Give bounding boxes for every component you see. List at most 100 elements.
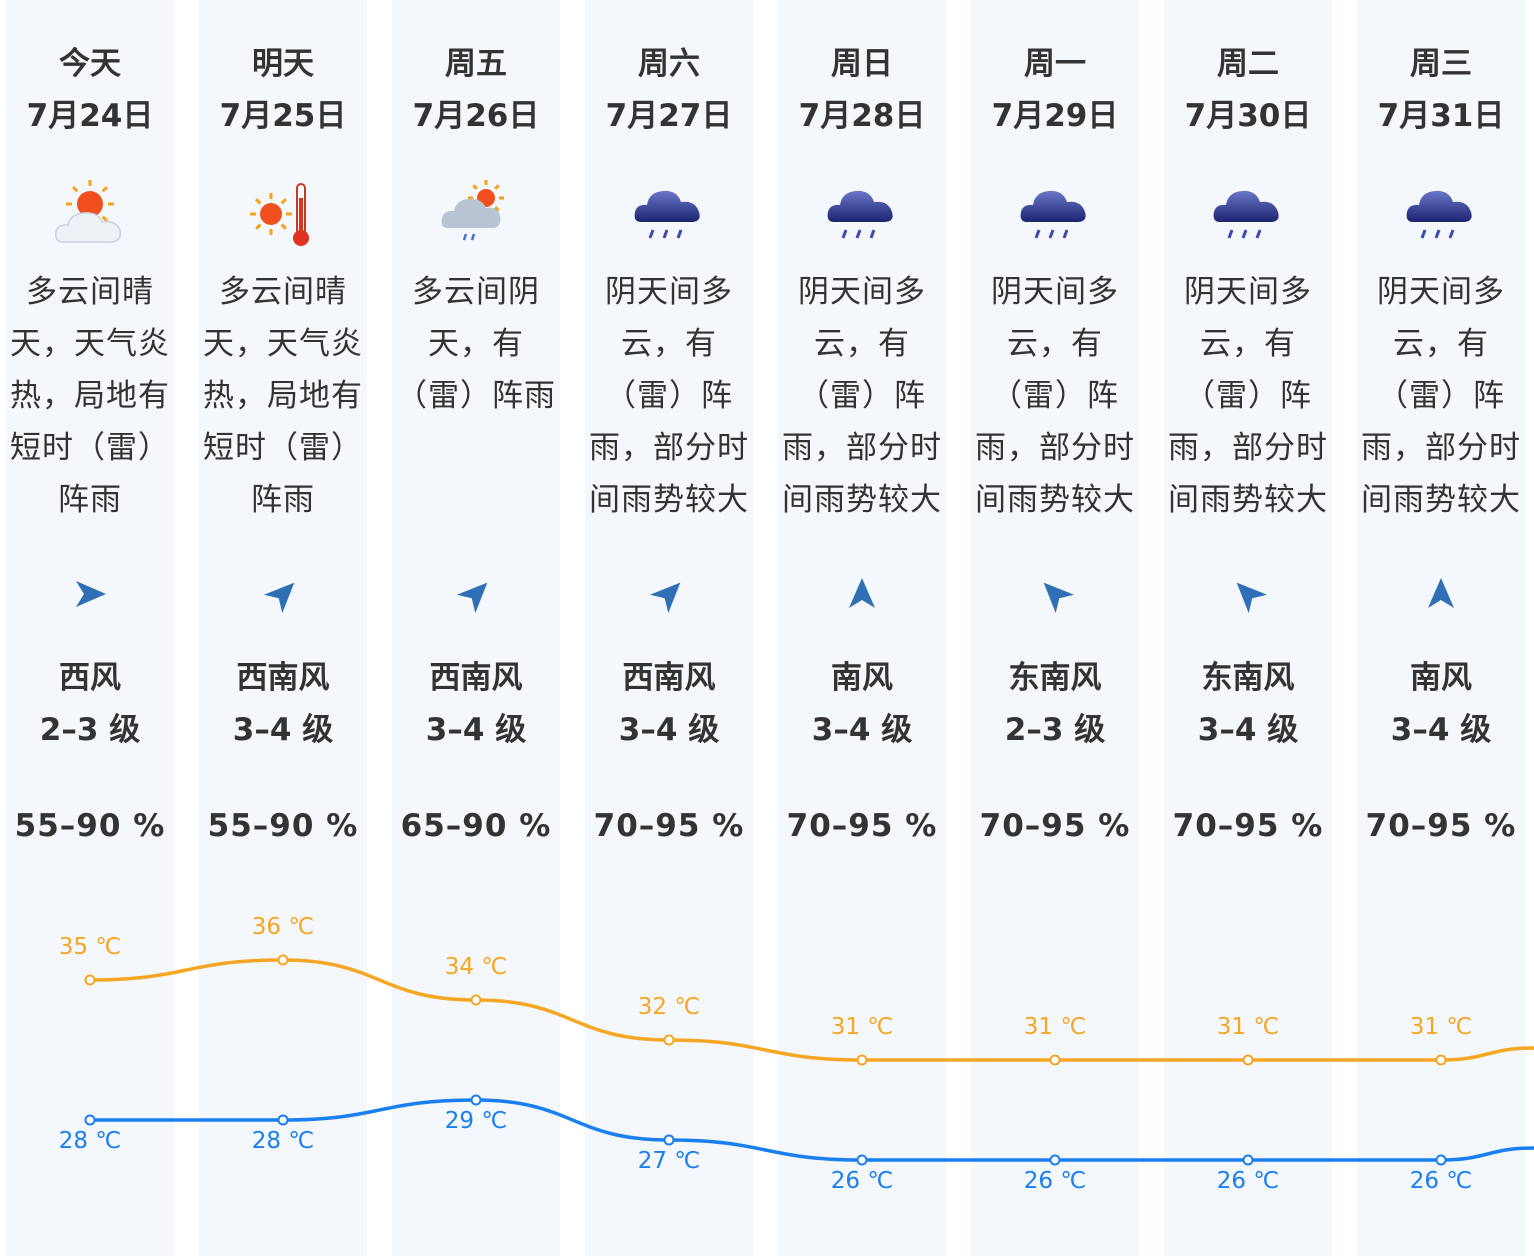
wind-level: 3–4 级 (1390, 712, 1492, 748)
high-temp-point (856, 1054, 868, 1066)
day-column: 周一 7月29日阴天间多云，有（雷）阵雨，部分时间雨势较大东南风 2–3 级 70–9… (971, 0, 1139, 1256)
humidity: 65–90 % (400, 808, 552, 844)
low-temp-label: 26 ℃ (1410, 1168, 1472, 1194)
high-temp-label: 36 ℃ (252, 914, 314, 940)
rain-cloud-icon (1357, 180, 1525, 260)
wind-level: 3–4 级 (232, 712, 334, 748)
day-name: 周三 (1410, 46, 1472, 82)
wind-direction: 西南风 (236, 660, 330, 696)
low-temp-label: 28 ℃ (252, 1128, 314, 1154)
wind-direction: 西风 (59, 660, 121, 696)
low-temp-label: 28 ℃ (59, 1128, 121, 1154)
wind-level: 3–4 级 (1197, 712, 1299, 748)
high-temp-label: 31 ℃ (1024, 1014, 1086, 1040)
humidity: 70–95 % (1172, 808, 1324, 844)
humidity: 70–95 % (1365, 808, 1517, 844)
weather-description: 多云间阴天，有（雷）阵雨 (396, 274, 556, 414)
high-temp-label: 32 ℃ (638, 994, 700, 1020)
cloud-sun-rain-icon (392, 180, 560, 260)
low-temp-label: 26 ℃ (1024, 1168, 1086, 1194)
weather-description: 多云间晴天，天气炎热，局地有短时（雷）阵雨 (203, 274, 363, 518)
wind-arrow-icon (1164, 572, 1332, 622)
high-temp-label: 31 ℃ (1410, 1014, 1472, 1040)
wind-direction: 西南风 (622, 660, 716, 696)
wind-direction: 东南风 (1008, 660, 1102, 696)
rain-cloud-icon (971, 180, 1139, 260)
day-name: 周五 (445, 46, 507, 82)
weather-description: 阴天间多云，有（雷）阵雨，部分时间雨势较大 (975, 274, 1135, 518)
high-temp-label: 35 ℃ (59, 934, 121, 960)
humidity: 70–95 % (593, 808, 745, 844)
high-temp-label: 31 ℃ (831, 1014, 893, 1040)
day-column: 周六 7月27日阴天间多云，有（雷）阵雨，部分时间雨势较大西南风 3–4 级 70–9… (585, 0, 753, 1256)
low-temp-point (84, 1114, 96, 1126)
temperature-chart: 35 ℃ 36 ℃ 34 ℃ 32 ℃ 31 ℃ 31 ℃ 31 ℃ 31 ℃ 28 ℃ 28 ℃… (59, 914, 1534, 1194)
wind-arrow-icon (1357, 572, 1525, 622)
high-temp-point (84, 974, 96, 986)
humidity: 70–95 % (786, 808, 938, 844)
wind-direction: 东南风 (1201, 660, 1295, 696)
high-temp-point (663, 1034, 675, 1046)
rain-cloud-icon (1164, 180, 1332, 260)
day-name: 周一 (1024, 46, 1086, 82)
high-temp-point (1049, 1054, 1061, 1066)
wind-arrow-icon (778, 572, 946, 622)
low-temp-line (90, 1098, 1534, 1162)
wind-arrow-icon (6, 572, 174, 622)
wind-arrow-icon (392, 572, 560, 622)
high-temp-line (89, 958, 1534, 1062)
day-column: 周三 7月31日 阴天间多云，有（雷）阵雨，部分时间雨势较大 南风 3–4 级 70–95… (1357, 0, 1525, 1256)
low-temp-label: 26 ℃ (1217, 1168, 1279, 1194)
wind-arrow-icon (971, 572, 1139, 622)
high-temp-point (1435, 1054, 1447, 1066)
day-name: 今天 (59, 46, 121, 82)
day-date: 7月25日 (219, 98, 347, 134)
day-name: 周日 (831, 46, 893, 82)
low-temp-point (470, 1094, 482, 1106)
day-name: 周六 (638, 46, 700, 82)
high-temp-point (470, 994, 482, 1006)
sun-cloud-icon (6, 180, 174, 260)
wind-arrow-icon (199, 572, 367, 622)
low-temp-label: 26 ℃ (831, 1168, 893, 1194)
rain-cloud-icon (585, 180, 753, 260)
weather-description: 阴天间多云，有（雷）阵雨，部分时间雨势较大 (782, 274, 942, 518)
day-name: 明天 (252, 46, 314, 82)
wind-level: 3–4 级 (618, 712, 720, 748)
wind-direction: 南风 (1410, 660, 1472, 696)
day-date: 7月27日 (605, 98, 733, 134)
day-date: 7月29日 (991, 98, 1119, 134)
wind-level: 2–3 级 (39, 712, 141, 748)
humidity: 70–95 % (979, 808, 1131, 844)
high-temp-label: 34 ℃ (445, 954, 507, 980)
day-name: 周二 (1217, 46, 1279, 82)
humidity: 55–90 % (207, 808, 359, 844)
day-column: 明天 7月25日多云间晴天，天气炎热，局地有短时（雷）阵雨西南风 3–4 级 55–9… (199, 0, 367, 1256)
day-column: 周二 7月30日阴天间多云，有（雷）阵雨，部分时间雨势较大东南风 3–4 级 70–9… (1164, 0, 1332, 1256)
day-date: 7月26日 (412, 98, 540, 134)
wind-direction: 南风 (831, 660, 893, 696)
weather-description: 阴天间多云，有（雷）阵雨，部分时间雨势较大 (589, 274, 749, 518)
day-date: 7月28日 (798, 98, 926, 134)
low-temp-point (277, 1114, 289, 1126)
high-temp-point (1242, 1054, 1254, 1066)
low-temp-point (663, 1134, 675, 1146)
wind-direction: 西南风 (429, 660, 523, 696)
day-date: 7月24日 (26, 98, 154, 134)
wind-level: 2–3 级 (1004, 712, 1106, 748)
day-date: 7月31日 (1377, 98, 1505, 134)
weather-description: 多云间晴天，天气炎热，局地有短时（雷）阵雨 (10, 274, 170, 518)
humidity: 55–90 % (14, 808, 166, 844)
low-temp-point (856, 1154, 868, 1166)
wind-level: 3–4 级 (425, 712, 527, 748)
wind-level: 3–4 级 (811, 712, 913, 748)
low-temp-label: 29 ℃ (445, 1108, 507, 1134)
high-temp-label: 31 ℃ (1217, 1014, 1279, 1040)
low-temp-point (1049, 1154, 1061, 1166)
wind-arrow-icon (585, 572, 753, 622)
day-date: 7月30日 (1184, 98, 1312, 134)
day-column: 今天 7月24日多云间晴天，天气炎热，局地有短时（雷）阵雨西风 2–3 级 55–90… (6, 0, 174, 1256)
low-temp-point (1435, 1154, 1447, 1166)
low-temp-label: 27 ℃ (638, 1148, 700, 1174)
weather-description: 阴天间多云，有（雷）阵雨，部分时间雨势较大 (1168, 274, 1328, 518)
